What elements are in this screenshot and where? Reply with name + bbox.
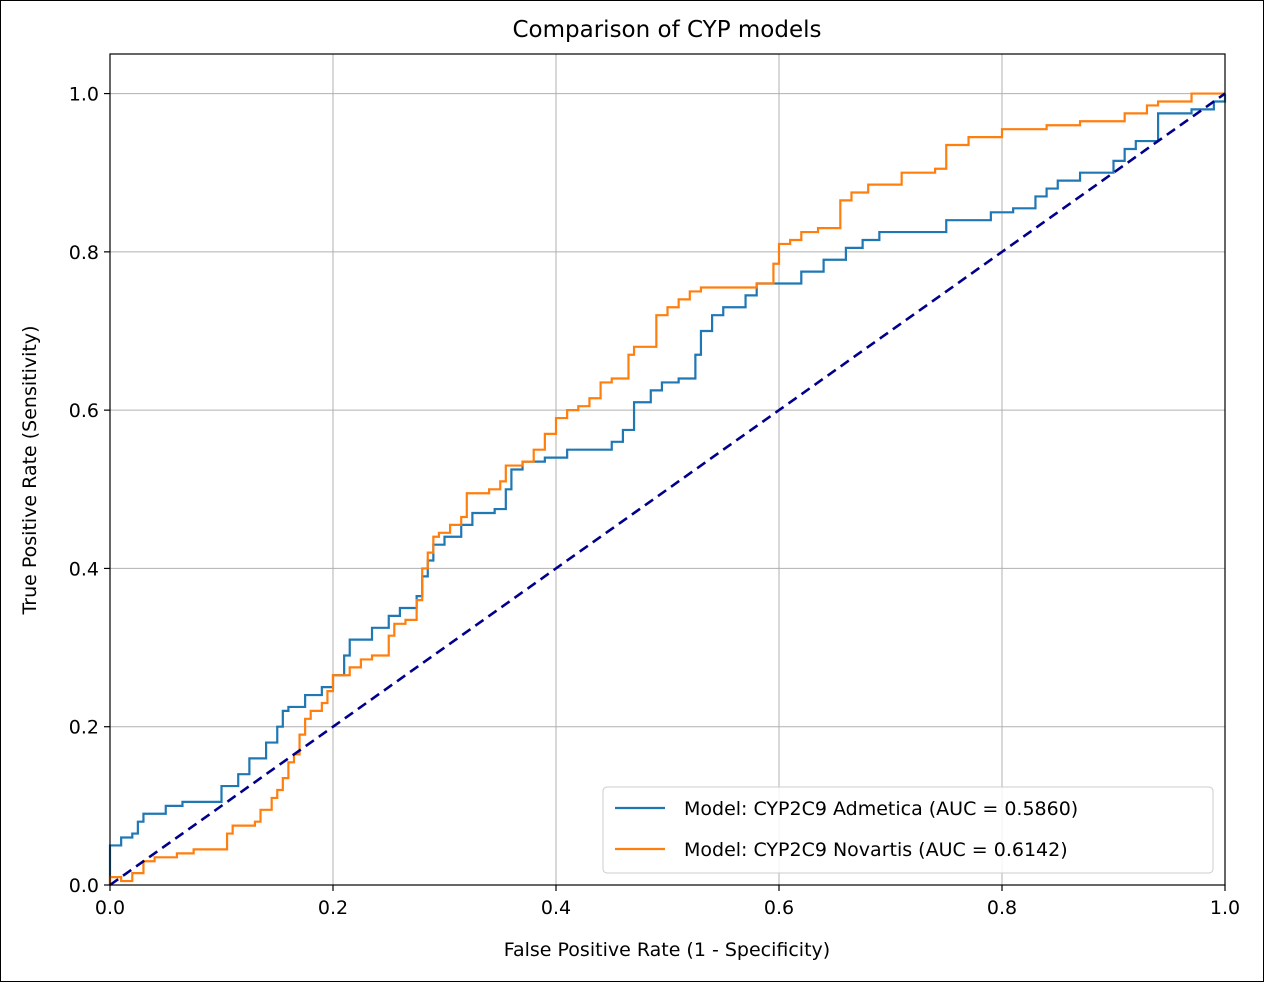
- x-tick-label: 0.2: [318, 897, 348, 919]
- x-axis-ticks: 0.0 0.2 0.4 0.6 0.8 1.0: [95, 885, 1240, 919]
- x-tick-label: 0.6: [764, 897, 794, 919]
- series-line-chance-diagonal: [109, 92, 1226, 887]
- x-tick-label: 0.8: [987, 897, 1017, 919]
- legend-label-admetica: Model: CYP2C9 Admetica (AUC = 0.5860): [684, 798, 1078, 820]
- x-tick-label: 0.4: [541, 897, 571, 919]
- y-tick-label: 1.0: [69, 84, 99, 106]
- x-tick-label: 0.0: [95, 897, 125, 919]
- legend-label-novartis: Model: CYP2C9 Novartis (AUC = 0.6142): [684, 839, 1068, 861]
- y-axis-label: True Positive Rate (Sensitivity): [19, 325, 41, 615]
- y-axis-ticks: 0.0 0.2 0.4 0.6 0.8 1.0: [69, 84, 110, 897]
- chart-title: Comparison of CYP models: [513, 17, 822, 43]
- plot-border: [109, 53, 1226, 886]
- legend-box: [602, 786, 1214, 874]
- series-group: [108, 92, 1227, 887]
- plot-area: [110, 54, 1225, 885]
- legend: Model: CYP2C9 Admetica (AUC = 0.5860) Mo…: [602, 786, 1214, 874]
- x-tick-label: 1.0: [1210, 897, 1240, 919]
- y-tick-label: 0.2: [69, 717, 99, 739]
- x-axis-label: False Positive Rate (1 - Specificity): [504, 939, 830, 961]
- y-tick-label: 0.4: [69, 558, 99, 580]
- series-line-novartis: [108, 92, 1225, 885]
- y-tick-label: 0.6: [69, 400, 99, 422]
- y-tick-label: 0.8: [69, 242, 99, 264]
- y-tick-label: 0.0: [69, 875, 99, 897]
